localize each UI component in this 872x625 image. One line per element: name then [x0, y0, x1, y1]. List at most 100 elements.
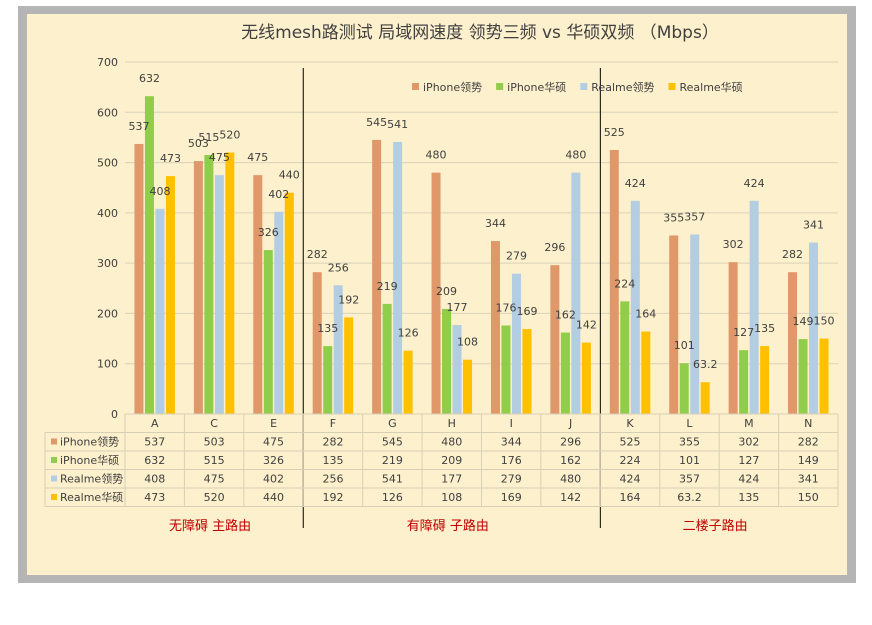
table-cell: 357	[679, 473, 700, 486]
table-cell: 473	[144, 491, 165, 504]
table-cell: 169	[501, 491, 522, 504]
data-label: 475	[209, 151, 230, 164]
bar	[372, 139, 382, 414]
table-cell: 63.2	[677, 491, 702, 504]
bar	[788, 272, 798, 414]
group-label: 有障碍 子路由	[407, 518, 489, 534]
data-label: 256	[328, 261, 349, 274]
data-label: 162	[555, 309, 576, 322]
data-label: 219	[377, 280, 398, 293]
bar	[214, 175, 224, 414]
table-cell: 219	[382, 454, 403, 467]
chart-title: 无线mesh路测试 局域网速度 领势三频 vs 华硕双频 （Mbps）	[241, 23, 719, 43]
table-cell: 296	[560, 436, 581, 449]
category-label: N	[804, 417, 812, 430]
data-label: 541	[387, 118, 408, 131]
y-tick-label: 500	[97, 157, 118, 170]
data-label: 344	[485, 217, 506, 230]
legend-label: iPhone华硕	[507, 80, 566, 94]
bar	[225, 152, 235, 414]
bar	[728, 262, 738, 414]
table-cell: 440	[263, 491, 284, 504]
category-label: C	[210, 417, 218, 430]
category-label: I	[510, 417, 513, 430]
table-cell: 424	[620, 473, 641, 486]
table-cell: 632	[144, 454, 165, 467]
bar	[442, 308, 452, 414]
legend-label: iPhone领势	[423, 81, 482, 94]
table-cell: 224	[620, 454, 641, 467]
table-legend-key	[51, 494, 57, 500]
bar	[263, 250, 273, 414]
bar	[669, 235, 679, 414]
table-cell: 424	[738, 473, 759, 486]
data-label: 520	[219, 129, 240, 142]
bar	[193, 161, 203, 414]
data-label: 192	[338, 293, 359, 306]
table-cell: 176	[501, 454, 522, 467]
table-legend-key	[51, 475, 57, 482]
table-cell: 135	[322, 454, 343, 467]
table-cell: 326	[263, 454, 284, 467]
table-cell: 127	[738, 454, 759, 467]
bar	[134, 143, 144, 415]
data-label: 282	[782, 248, 803, 261]
legend-swatch	[496, 83, 504, 90]
data-label: 177	[447, 301, 468, 314]
data-label: 150	[814, 315, 835, 328]
bar	[700, 382, 710, 414]
bar	[501, 325, 511, 414]
bar	[204, 155, 214, 414]
bar	[641, 331, 651, 414]
table-cell: 256	[322, 473, 343, 486]
bar	[323, 346, 333, 414]
legend-swatch	[580, 83, 588, 90]
legend-label: Realme领势	[591, 81, 654, 94]
data-label: 127	[733, 326, 754, 339]
table-cell: 344	[501, 436, 522, 449]
legend-swatch	[412, 83, 419, 90]
table-cell: 192	[322, 491, 343, 504]
table-cell: 164	[620, 491, 641, 504]
legend-swatch	[668, 83, 676, 90]
bar	[165, 176, 175, 414]
bar	[253, 175, 263, 414]
bar	[284, 192, 294, 414]
data-label: 169	[516, 305, 537, 318]
bar	[809, 242, 819, 414]
data-label: 176	[495, 301, 516, 314]
bar	[630, 200, 640, 414]
table-cell: 282	[322, 436, 343, 449]
data-labels: 5375034752825454803442965253553022826325…	[128, 72, 834, 371]
bar	[403, 350, 413, 414]
category-label: E	[270, 417, 277, 430]
data-label: 440	[279, 169, 300, 182]
y-tick-label: 200	[97, 307, 118, 320]
bar	[749, 200, 759, 414]
data-label: 326	[258, 226, 279, 239]
table-cell: 149	[798, 454, 819, 467]
table-legend-key	[51, 457, 57, 463]
table-cell: 142	[560, 491, 581, 504]
bar	[312, 272, 322, 414]
bar	[550, 265, 560, 414]
bar	[690, 234, 700, 414]
data-label: 149	[793, 315, 814, 328]
y-tick-label: 0	[111, 408, 118, 421]
y-tick-label: 100	[97, 358, 118, 371]
table-cell: 480	[560, 473, 581, 486]
table-cell: 101	[679, 454, 700, 467]
bar	[819, 338, 829, 414]
table-cell: 515	[204, 454, 225, 467]
bar	[679, 363, 689, 414]
bar	[274, 211, 284, 414]
data-label: 302	[723, 238, 744, 251]
bar	[739, 350, 749, 414]
table-cell: 162	[560, 454, 581, 467]
data-label: 135	[317, 322, 338, 335]
table-legend-key	[51, 438, 57, 445]
table-row-header: Realme华硕	[60, 490, 123, 504]
data-label: 355	[663, 211, 684, 224]
table-cell: 475	[204, 473, 225, 486]
